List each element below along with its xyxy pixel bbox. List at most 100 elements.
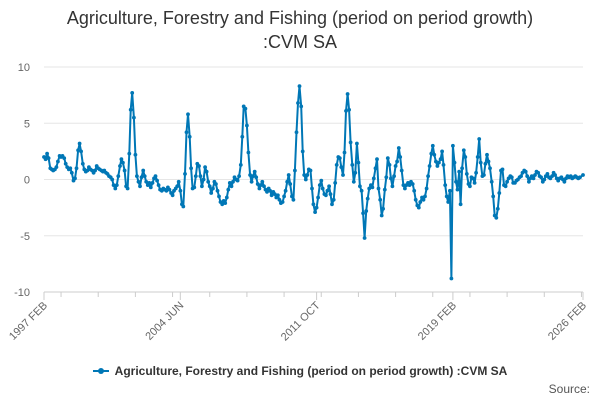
data-point	[448, 188, 452, 193]
data-point	[429, 151, 434, 156]
data-point	[398, 155, 403, 159]
data-point	[229, 184, 234, 189]
data-point	[489, 179, 494, 184]
data-point	[446, 200, 451, 204]
data-point	[412, 188, 417, 193]
data-point	[238, 163, 243, 167]
data-point	[472, 181, 477, 185]
y-tick-label: 5	[24, 118, 30, 130]
data-point	[291, 197, 296, 202]
x-tick-label: 2019 FEB	[416, 300, 459, 343]
data-point	[373, 166, 378, 171]
data-point	[248, 173, 253, 177]
data-point	[347, 107, 351, 112]
data-point	[286, 173, 291, 177]
data-point	[294, 130, 299, 135]
data-point	[79, 149, 83, 154]
data-point	[302, 173, 307, 177]
data-point	[207, 184, 212, 189]
legend[interactable]: Agriculture, Forestry and Fishing (perio…	[0, 364, 600, 379]
data-point	[167, 187, 172, 192]
data-point	[181, 204, 186, 209]
data-point	[198, 174, 203, 179]
data-point	[296, 101, 300, 105]
data-point	[201, 177, 206, 182]
data-point	[73, 176, 77, 181]
data-point	[214, 182, 218, 186]
data-point	[396, 146, 401, 150]
data-point	[578, 175, 582, 180]
data-point	[114, 183, 119, 188]
data-point	[426, 174, 430, 179]
data-point	[378, 197, 383, 202]
data-point	[116, 174, 121, 179]
data-point	[320, 186, 325, 191]
data-point	[252, 169, 257, 174]
data-point	[62, 156, 67, 161]
data-point	[364, 209, 369, 213]
data-point	[56, 159, 60, 164]
data-point	[550, 174, 554, 179]
data-point	[276, 193, 280, 198]
data-point	[458, 202, 463, 207]
data-point	[452, 160, 457, 165]
data-point	[150, 181, 155, 185]
data-point	[430, 143, 435, 148]
data-point	[434, 159, 438, 164]
data-point	[327, 184, 331, 189]
data-point	[371, 176, 376, 181]
data-point	[325, 188, 330, 193]
data-point	[389, 176, 393, 181]
data-point	[468, 184, 472, 189]
data-point	[297, 84, 302, 88]
data-point	[121, 160, 125, 165]
data-point	[217, 194, 221, 199]
data-point	[474, 170, 478, 175]
data-point	[300, 149, 305, 154]
data-point	[539, 175, 543, 180]
data-point	[113, 186, 118, 191]
data-point	[392, 174, 396, 179]
data-point	[393, 164, 398, 168]
data-point	[344, 109, 348, 113]
data-point	[45, 151, 49, 156]
data-point	[175, 184, 180, 189]
data-point	[215, 188, 220, 193]
data-point	[197, 164, 201, 168]
data-point	[227, 181, 232, 185]
data-point	[401, 183, 406, 188]
chart-title: Agriculture, Forestry and Fishing (perio…	[0, 6, 600, 54]
data-point	[440, 149, 444, 154]
data-point	[130, 91, 135, 95]
data-point	[410, 182, 415, 186]
data-point	[76, 148, 80, 153]
data-point	[260, 179, 265, 184]
data-point	[310, 186, 314, 191]
data-point	[135, 174, 139, 179]
data-point	[46, 156, 51, 161]
data-point	[531, 176, 536, 181]
data-point	[488, 166, 492, 171]
data-point	[355, 141, 359, 146]
data-point	[164, 188, 169, 193]
data-point	[328, 192, 333, 197]
data-point	[303, 177, 308, 182]
x-tick-label: 2026 FEB	[546, 300, 589, 343]
data-point	[258, 183, 263, 188]
data-point	[424, 186, 429, 191]
data-point	[192, 185, 197, 190]
data-point	[403, 186, 407, 191]
data-point	[463, 155, 468, 159]
data-point	[139, 175, 144, 180]
data-point	[542, 177, 547, 182]
y-tick-label: -5	[20, 231, 30, 243]
legend-series-label: Agriculture, Forestry and Fishing (perio…	[114, 364, 508, 378]
data-point	[503, 184, 508, 189]
data-point	[316, 195, 320, 200]
data-point	[203, 165, 208, 170]
data-point	[184, 130, 189, 135]
data-point	[132, 115, 136, 120]
data-point	[246, 150, 251, 155]
data-point	[204, 169, 209, 174]
